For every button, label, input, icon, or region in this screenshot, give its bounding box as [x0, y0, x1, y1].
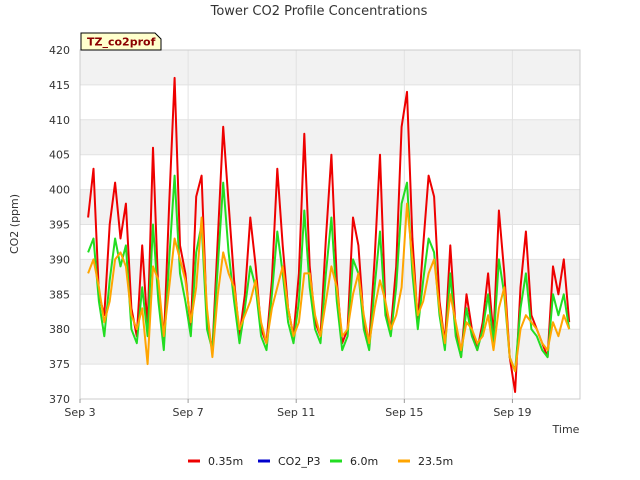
legend-label: 23.5m: [418, 455, 453, 468]
chart-title: Tower CO2 Profile Concentrations: [210, 4, 428, 19]
y-tick-label: 400: [49, 184, 70, 197]
y-tick-label: 380: [49, 323, 70, 336]
plot-band-shaded: [80, 329, 580, 365]
x-tick-label: Sep 19: [493, 406, 531, 419]
x-axis-label: Time: [552, 423, 580, 436]
x-tick-label: Sep 3: [64, 406, 95, 419]
plot-band-shaded: [80, 50, 580, 85]
y-axis-ticks: 370 375 380 385 390 395 400 405 410 415 420: [49, 44, 70, 406]
y-axis-label: CO2 (ppm): [8, 194, 21, 254]
x-tick-label: Sep 15: [385, 406, 423, 419]
site-tag-box: [80, 32, 162, 51]
y-tick-label: 395: [49, 219, 70, 232]
y-tick-label: 390: [49, 253, 70, 266]
site-tag: TZ_co2prof: [80, 32, 162, 51]
x-tick-label: Sep 7: [172, 406, 203, 419]
x-axis-ticks: Sep 3 Sep 7 Sep 11 Sep 15 Sep 19: [64, 399, 532, 419]
plot-band-white: [80, 364, 580, 399]
series-line-23-5m: [87, 202, 571, 373]
plot-frame: [79, 49, 581, 400]
legend-label: 0.35m: [208, 455, 243, 468]
series-layer: [87, 76, 571, 393]
y-tick-label: 405: [49, 149, 70, 162]
y-tick-label: 410: [49, 114, 70, 127]
series-line-0-35m: [87, 76, 571, 393]
plot-band-shaded: [80, 189, 580, 225]
legend-label: CO2_P3: [278, 455, 320, 468]
series-line-6-0m: [87, 174, 571, 373]
y-tick-label: 375: [49, 358, 70, 371]
legend-label: 6.0m: [350, 455, 378, 468]
x-tick-label: Sep 11: [277, 406, 315, 419]
y-tick-label: 420: [49, 44, 70, 57]
y-tick-label: 415: [49, 79, 70, 92]
y-tick-label: 370: [49, 393, 70, 406]
y-tick-label: 385: [49, 288, 70, 301]
legend: 0.35m CO2_P3 6.0m 23.5m: [188, 455, 453, 468]
plot-band-white: [80, 84, 580, 120]
site-tag-label: TZ_co2prof: [87, 36, 156, 49]
plot-band-shaded: [80, 119, 580, 155]
